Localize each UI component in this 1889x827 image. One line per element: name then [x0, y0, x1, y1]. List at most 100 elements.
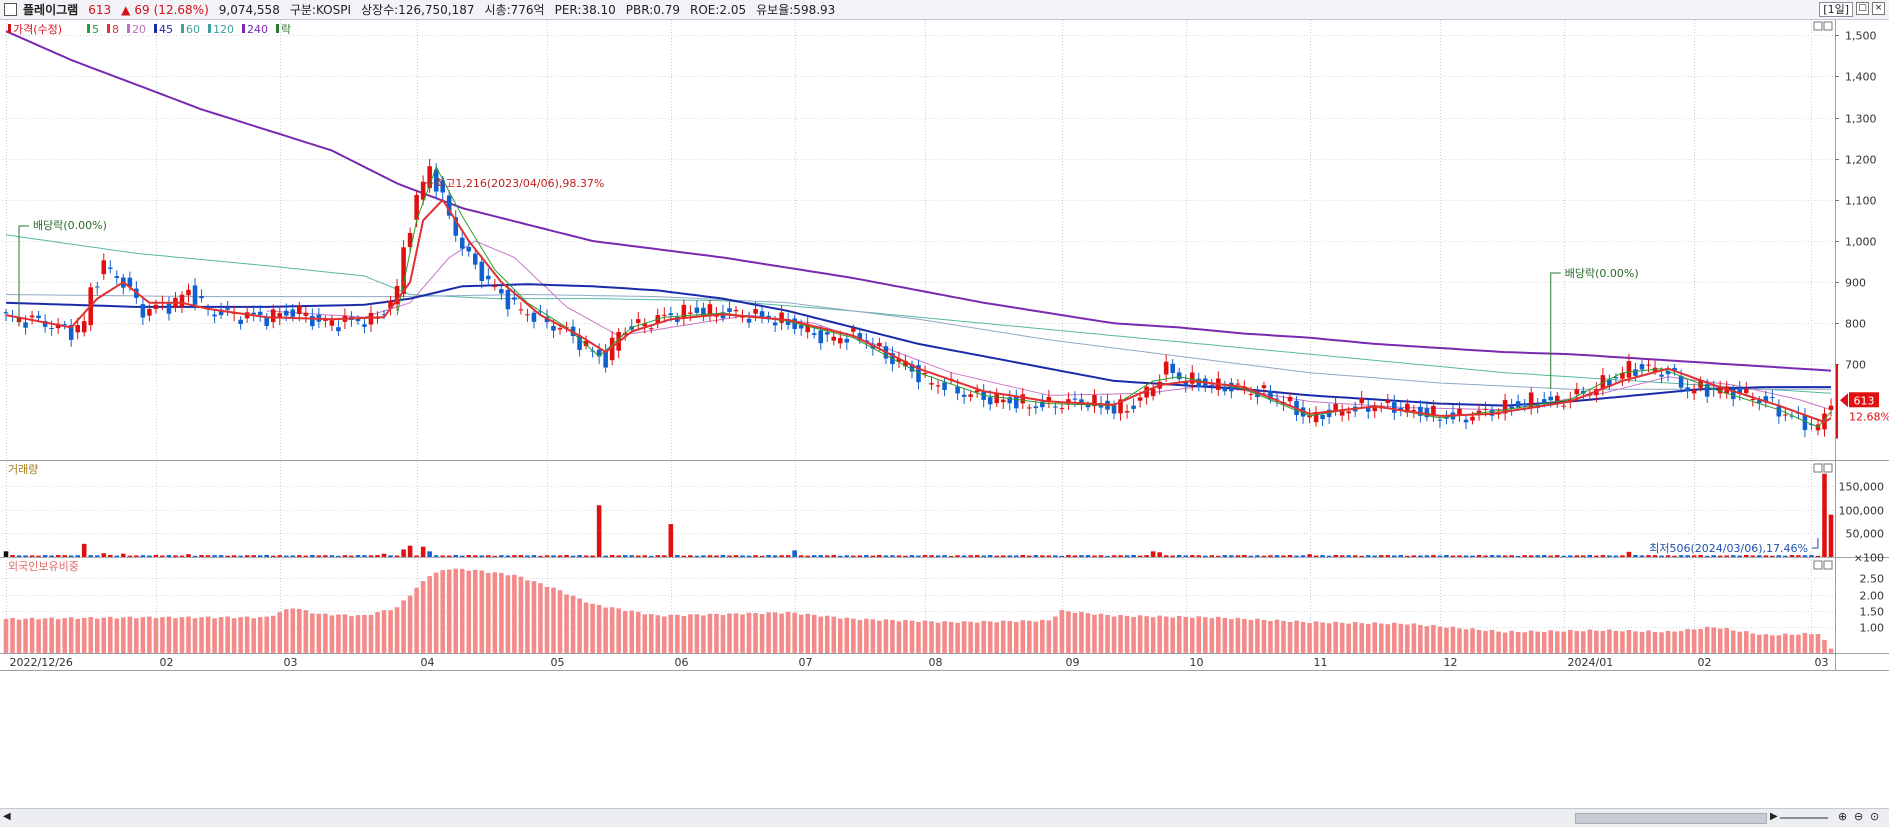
- candle-body: [297, 305, 302, 315]
- volume-bar: [1587, 554, 1593, 557]
- volume-bar: [388, 555, 393, 557]
- candle-body: [551, 325, 556, 331]
- candle-body: [1424, 408, 1430, 418]
- candle-body: [453, 217, 459, 236]
- volume-bar: [766, 555, 771, 557]
- volume-bar: [1111, 555, 1117, 557]
- candle-body: [1411, 409, 1417, 412]
- volume-bar: [420, 546, 426, 557]
- y-tick-label: 1,400: [1845, 71, 1877, 84]
- current-price: 613: [88, 2, 112, 17]
- select-checkbox[interactable]: [4, 3, 17, 16]
- foreign-bar: [1672, 631, 1677, 653]
- foreign-bar: [49, 617, 54, 653]
- close-icon[interactable]: ×: [1872, 2, 1885, 15]
- candle-body: [1163, 361, 1169, 375]
- foreign-bar: [1528, 630, 1534, 653]
- candle-body: [401, 247, 406, 294]
- volume-bar: [1346, 555, 1351, 557]
- candle-body: [179, 294, 185, 307]
- volume-bar: [851, 555, 856, 557]
- candle-body: [1046, 396, 1052, 402]
- foreign-bar: [896, 621, 902, 653]
- foreign-bar: [1216, 616, 1221, 653]
- candle-body: [1457, 408, 1462, 415]
- scrollbar-thumb[interactable]: [1575, 813, 1767, 824]
- period-button[interactable]: [1일]: [1819, 2, 1853, 17]
- volume-bar: [831, 555, 837, 557]
- foreign-bar: [557, 590, 563, 653]
- zoom-out-icon[interactable]: ⊖: [1854, 810, 1864, 823]
- candle-body: [1137, 397, 1143, 401]
- candle-body: [1437, 419, 1443, 421]
- candle-body: [492, 285, 498, 288]
- volume-bar: [1150, 551, 1156, 557]
- volume-bar: [153, 554, 159, 557]
- candle-body: [466, 246, 472, 252]
- maximize-icon[interactable]: □: [1856, 2, 1869, 15]
- foreign-bar: [1691, 629, 1697, 653]
- volume-bar: [753, 555, 758, 557]
- volume-bar: [707, 555, 713, 557]
- x-tick-label: 11: [1314, 656, 1328, 669]
- volume-bar: [1163, 555, 1169, 557]
- foreign-bar: [1424, 626, 1430, 653]
- volume-bar: [1828, 514, 1834, 557]
- candle-body: [1757, 400, 1762, 404]
- volume-bar: [1574, 555, 1580, 557]
- candle-body: [694, 307, 700, 313]
- volume-bar: [1470, 555, 1475, 557]
- volume-bar: [329, 555, 335, 557]
- candle-body: [727, 308, 732, 312]
- candle-body: [851, 328, 856, 332]
- foreign-bar: [297, 608, 302, 653]
- candle-body: [499, 289, 504, 294]
- volume-bar: [570, 555, 576, 557]
- foreign-bar: [1789, 634, 1795, 653]
- volume-bar: [948, 556, 954, 557]
- zoom-in-icon[interactable]: ⊕: [1838, 810, 1848, 823]
- foreign-bar: [362, 615, 367, 653]
- volume-bar: [974, 555, 980, 557]
- volume-bar: [394, 555, 400, 557]
- volume-bar: [62, 555, 67, 557]
- candle-body: [81, 321, 87, 333]
- legend-swatch: [107, 24, 110, 33]
- volume-bar: [1483, 555, 1488, 557]
- zoom-reset-icon[interactable]: ⊙: [1870, 810, 1880, 823]
- volume-bar: [186, 554, 191, 557]
- x-tick-label: 03: [284, 656, 298, 669]
- candle-body: [1196, 378, 1202, 388]
- market-cap: 시총:776억: [484, 3, 545, 17]
- foreign-bar: [55, 619, 61, 653]
- volume-bar: [1424, 555, 1430, 557]
- foreign-bar: [1300, 621, 1306, 653]
- volume-bar: [596, 505, 602, 557]
- foreign-bar: [955, 622, 960, 653]
- volume-bar: [701, 555, 706, 557]
- volume-bar: [42, 555, 48, 557]
- foreign-bar: [499, 572, 504, 653]
- volume-bar: [1372, 555, 1378, 557]
- volume-bar: [75, 555, 80, 557]
- volume-bar: [603, 555, 608, 557]
- candle-body: [759, 311, 765, 317]
- foreign-bar: [225, 616, 230, 653]
- foreign-bar: [23, 618, 28, 653]
- candle-body: [1502, 399, 1508, 414]
- volume-bar: [277, 555, 283, 557]
- foreign-bar: [994, 622, 999, 653]
- volume-bar: [68, 555, 74, 557]
- low-marker: [1811, 538, 1819, 549]
- zoom-slider[interactable]: [1780, 817, 1828, 819]
- candle-body: [1072, 398, 1078, 400]
- foreign-bar: [1405, 624, 1410, 653]
- candle-body: [1222, 387, 1228, 392]
- low-label: 최저506(2024/03/06),17.46%: [1649, 542, 1808, 555]
- scroll-right-icon[interactable]: ▶: [1770, 811, 1778, 822]
- volume-bar: [225, 555, 230, 557]
- foreign-bar: [440, 570, 445, 653]
- scroll-left-icon[interactable]: ◀: [3, 811, 11, 822]
- foreign-bar: [1020, 620, 1026, 653]
- candle-body: [1678, 375, 1684, 388]
